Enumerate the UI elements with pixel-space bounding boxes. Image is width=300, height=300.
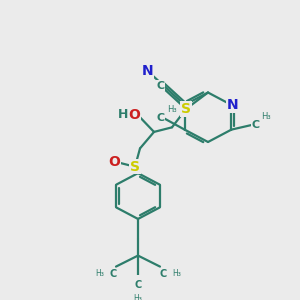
Text: O: O <box>108 155 120 169</box>
Text: S: S <box>130 160 140 174</box>
Text: C: C <box>110 269 117 279</box>
Text: S: S <box>181 102 191 116</box>
Text: C: C <box>251 120 260 130</box>
Text: C: C <box>159 269 167 279</box>
Text: H: H <box>118 108 128 121</box>
Text: C: C <box>157 81 165 91</box>
Text: N: N <box>226 98 238 112</box>
Text: H₃: H₃ <box>261 112 271 121</box>
Text: H₃: H₃ <box>134 294 142 300</box>
Text: O: O <box>128 107 140 122</box>
Text: H₃: H₃ <box>168 105 177 114</box>
Text: H₃: H₃ <box>172 269 181 278</box>
Text: N: N <box>142 64 153 78</box>
Text: C: C <box>157 113 165 123</box>
Text: H₃: H₃ <box>95 269 104 278</box>
Text: C: C <box>134 280 142 290</box>
